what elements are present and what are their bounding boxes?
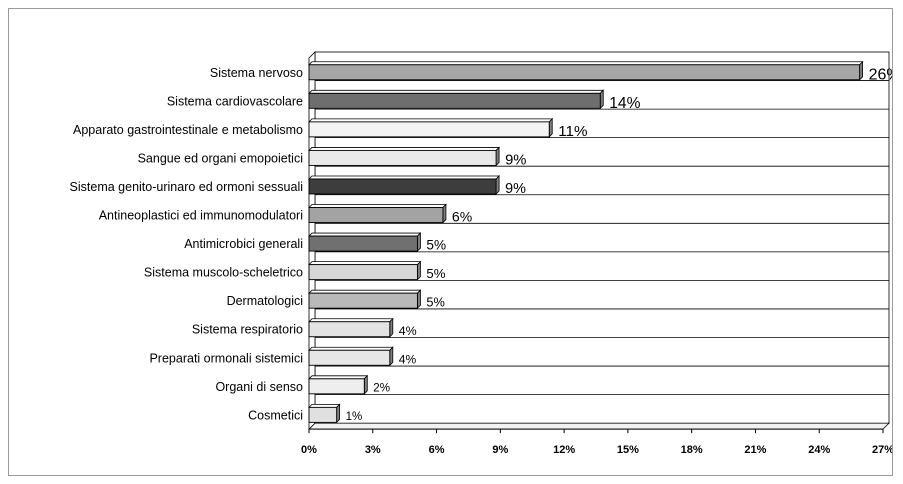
chart-frame: 0% 3% 6% 9% 12% 15% 18% 21% 24% 27% Sistema nervos…: [8, 8, 893, 476]
data-label: 5%: [426, 295, 445, 310]
bar-end: [389, 346, 394, 367]
category-label: Dermatologici: [227, 294, 303, 308]
data-label: 1%: [346, 411, 363, 423]
data-label: 4%: [399, 352, 417, 366]
bar-end: [495, 175, 500, 195]
data-label: 11%: [558, 123, 587, 140]
category-label: Sangue ed organi emopoietici: [138, 151, 303, 165]
bar: [308, 292, 418, 309]
bar: [308, 406, 338, 423]
bar-chart: 0% 3% 6% 9% 12% 15% 18% 21% 24% 27% Sistema nervos…: [70, 51, 892, 456]
data-label: 9%: [505, 181, 526, 197]
x-tick-label: 15%: [617, 444, 639, 456]
bar-end: [442, 203, 447, 224]
bar: [308, 178, 497, 195]
data-label: 14%: [609, 95, 640, 112]
x-tick-label: 21%: [744, 444, 766, 456]
category-label: Organi di senso: [215, 380, 303, 394]
x-tick-label: 24%: [808, 444, 830, 456]
bar-end: [859, 60, 864, 81]
bar-end: [548, 117, 553, 138]
x-tick-label: 18%: [681, 444, 703, 456]
bar: [308, 92, 601, 109]
bar: [308, 149, 497, 166]
bar-end: [363, 374, 368, 395]
x-tick-label: 12%: [553, 444, 575, 456]
bar-end: [495, 146, 500, 167]
category-label: Sistema genito-urinaro ed ormoni sessual…: [70, 180, 303, 194]
bar: [308, 378, 365, 395]
data-label: 26%: [869, 66, 892, 83]
bar: [308, 121, 550, 138]
category-label: Sistema respiratorio: [192, 323, 303, 337]
bar-top: [308, 261, 422, 266]
bar: [308, 207, 444, 223]
category-label: Sistema muscolo-scheletrico: [144, 266, 303, 280]
bar: [308, 235, 418, 252]
bar: [308, 349, 391, 366]
category-label: Preparati ormonali sistemici: [149, 351, 303, 365]
x-tick-label: 9%: [492, 444, 508, 456]
bar-top: [308, 403, 341, 408]
bar-top: [308, 375, 369, 380]
x-tick-label: 27%: [872, 444, 892, 456]
bar: [308, 264, 418, 281]
category-label: Antimicrobici generali: [184, 237, 303, 251]
category-label: Sistema nervoso: [210, 66, 303, 80]
category-label: Cosmetici: [248, 408, 303, 422]
data-label: 9%: [505, 153, 526, 169]
data-label: 4%: [399, 324, 417, 338]
bar-end: [389, 317, 394, 338]
plot-floor: [308, 422, 890, 430]
bar-end: [336, 403, 341, 424]
data-label: 5%: [426, 238, 446, 253]
data-label: 5%: [426, 266, 445, 281]
bar-top: [308, 346, 394, 351]
x-tick-label: 0%: [301, 444, 317, 456]
x-tick-label: 3%: [365, 444, 381, 456]
bar: [308, 321, 391, 338]
data-label: 2%: [373, 382, 390, 395]
bar: [308, 64, 861, 81]
category-label: Antineoplastici ed immunomodulatori: [99, 209, 303, 223]
category-label: Sistema cardiovascolare: [167, 94, 303, 108]
category-label: Apparato gastrointestinale e metabolismo: [73, 123, 303, 137]
bar-top: [308, 318, 394, 323]
data-label: 6%: [452, 208, 472, 224]
bar-top: [308, 289, 422, 294]
x-tick-label: 6%: [429, 444, 445, 456]
